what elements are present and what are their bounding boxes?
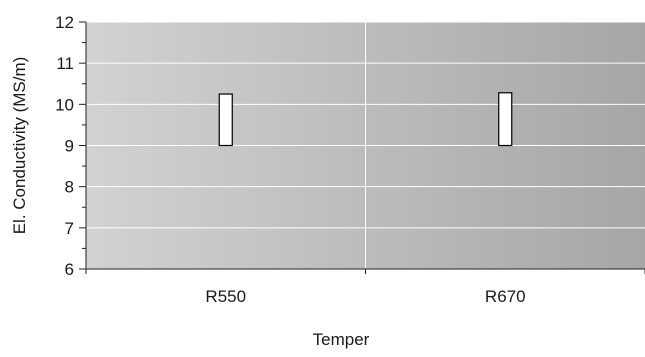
y-tick-label: 12 bbox=[55, 13, 74, 32]
y-tick-label: 8 bbox=[65, 178, 74, 197]
x-tick-labels: R550 R670 bbox=[205, 287, 525, 306]
y-tick-label: 10 bbox=[55, 95, 74, 114]
y-tick-label: 7 bbox=[65, 219, 74, 238]
y-tick-label: 6 bbox=[65, 260, 74, 279]
x-tick-label: R550 bbox=[205, 287, 246, 306]
y-tick-label: 11 bbox=[56, 54, 74, 73]
y-axis-label: El. Conductivity (MS/m) bbox=[10, 57, 29, 235]
x-tick-label: R670 bbox=[485, 287, 526, 306]
y-tick-label: 9 bbox=[65, 137, 74, 156]
x-axis-label: Temper bbox=[313, 330, 370, 349]
range-bar bbox=[499, 93, 512, 146]
y-tick-labels: 6 7 8 9 10 11 12 bbox=[55, 13, 74, 279]
range-bar bbox=[219, 94, 232, 145]
